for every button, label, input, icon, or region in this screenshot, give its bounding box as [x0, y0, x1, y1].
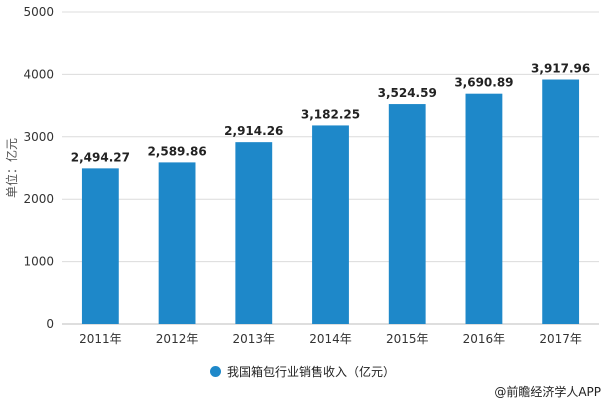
data-label: 2,494.27	[71, 150, 130, 164]
bar	[312, 125, 349, 324]
y-tick-label: 4000	[23, 67, 54, 81]
data-label: 3,917.96	[531, 62, 590, 76]
bar	[81, 168, 119, 324]
source-credit: @前瞻经济学人APP	[494, 385, 601, 399]
bar	[388, 104, 426, 324]
data-label: 2,589.86	[147, 144, 206, 158]
legend: 我国箱包行业销售收入（亿元）	[210, 363, 395, 380]
y-tick-label: 2000	[23, 192, 54, 206]
legend-marker	[210, 366, 221, 377]
x-tick-label: 2017年	[539, 332, 582, 346]
x-tick-label: 2011年	[79, 332, 122, 346]
data-label: 3,182.25	[301, 107, 360, 121]
y-tick-label: 5000	[23, 5, 54, 19]
x-tick-label: 2015年	[386, 332, 429, 346]
y-tick-label: 3000	[23, 130, 54, 144]
x-tick-label: 2016年	[463, 332, 506, 346]
x-tick-label: 2012年	[156, 332, 199, 346]
bar	[465, 93, 503, 324]
y-tick-label: 0	[46, 317, 54, 331]
data-label: 3,524.59	[378, 86, 437, 100]
y-tick-label: 1000	[23, 255, 54, 269]
x-tick-label: 2013年	[233, 332, 276, 346]
data-label: 3,690.89	[454, 76, 513, 90]
y-axis-title: 单位：亿元	[4, 138, 19, 198]
data-label: 2,914.26	[224, 124, 283, 138]
legend-label: 我国箱包行业销售收入（亿元）	[227, 365, 396, 379]
bar	[542, 79, 580, 325]
bar	[235, 142, 273, 324]
x-tick-label: 2014年	[309, 332, 352, 346]
bar	[158, 162, 196, 324]
